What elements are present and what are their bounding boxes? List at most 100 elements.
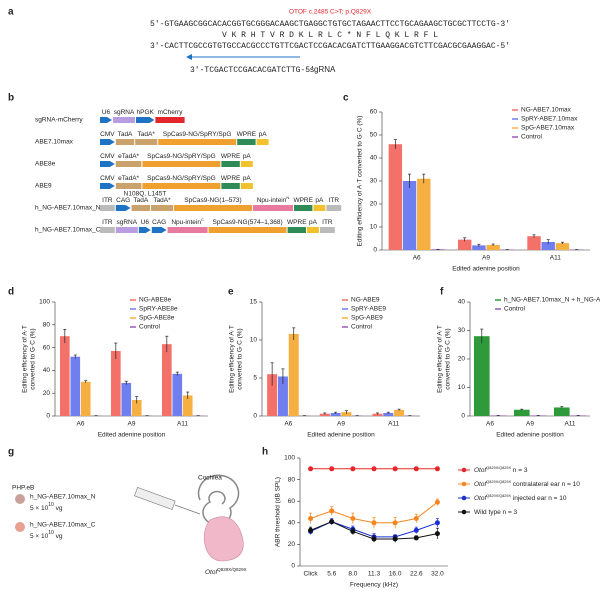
element	[253, 205, 293, 211]
y-tick-label: 0	[461, 413, 465, 420]
construct-name: ABE7.10max	[35, 139, 74, 146]
vector-name: h_NG-ABE7.10max_C	[30, 522, 96, 529]
legend-label: SpG-ABE9	[351, 315, 383, 322]
text-part: 10	[48, 530, 54, 536]
x-tick-label: A11	[550, 255, 561, 262]
text-part: Q829X/Q829X	[217, 567, 246, 572]
text-part: CMV	[100, 175, 115, 182]
text-part: WPRE	[221, 153, 241, 160]
mouse	[203, 516, 244, 562]
marker	[413, 515, 419, 521]
marker	[392, 536, 398, 542]
legend-label: SpG-ABE8e	[139, 315, 175, 322]
bottom-strand: 3′-CACTTCGCCGTGTGCCACGCCCTGTTCGACTCCGACA…	[150, 42, 510, 51]
amino-acids: V K R H T V R D K L R L C * N F L Q K L …	[222, 31, 438, 40]
y-tick-label: 40	[288, 520, 296, 527]
construct-name: h_NG-ABE7.10max_N	[35, 205, 101, 212]
y-tick-label: 40	[458, 299, 466, 306]
bar	[80, 381, 91, 416]
element-label: WPRE	[287, 219, 307, 226]
text-part: 10	[48, 502, 54, 508]
bar	[121, 382, 132, 416]
element-label: pA	[315, 197, 324, 204]
text-part: SpCas9-NG/SpRY/SpG	[147, 175, 216, 182]
y-axis-label: Editing efficiency of A·T converted to G…	[357, 116, 364, 247]
marker	[350, 515, 356, 521]
x-axis-label: Edited adenine position	[307, 432, 375, 439]
vector-icon	[15, 494, 25, 504]
text-part: Otof	[205, 569, 218, 576]
text-part: sgRNA	[114, 109, 135, 116]
element-label: CMV	[100, 153, 115, 160]
element-label: TadA	[133, 197, 148, 204]
element-label: pA	[309, 219, 318, 226]
promoter	[100, 117, 112, 123]
y-tick-label: 80	[288, 476, 296, 483]
vector-dose: 5 × 1010 vg	[30, 502, 63, 511]
text-part: Otof	[474, 481, 487, 488]
element	[313, 205, 326, 211]
legend-label: NG-ABE7.10max	[521, 107, 572, 114]
element-label: Npu-inteinN	[257, 195, 290, 204]
bar	[288, 333, 299, 416]
element-label: U6	[102, 109, 111, 116]
y-tick-label: 10	[370, 224, 378, 231]
element	[100, 227, 115, 233]
y-tick-label: 30	[370, 178, 378, 185]
text-part: 5 × 10	[30, 505, 49, 512]
panel-letter: b	[8, 93, 14, 104]
mutation-label: OTOF c.2485 C>T; p.Q829X	[289, 9, 372, 16]
text-part: WPRE	[293, 197, 313, 204]
y-tick-label: 60	[43, 344, 51, 351]
marker	[371, 520, 377, 526]
bar	[394, 409, 405, 416]
bar	[383, 412, 394, 416]
element-label: eTadA*	[118, 175, 139, 182]
text-part: WPRE	[221, 175, 241, 182]
element-label: eTadA*	[118, 153, 139, 160]
promoter	[138, 227, 151, 233]
element	[158, 139, 237, 145]
element-label: hPGK	[137, 109, 155, 116]
y-tick-label: 40	[43, 367, 51, 374]
element-label: WPRE	[221, 175, 241, 182]
element	[237, 139, 256, 145]
text-part: Q829X/Q829X	[486, 480, 511, 484]
element-label: SpCas9-NG/SpRY/SpG	[147, 175, 216, 182]
text-part: CAG	[152, 219, 166, 226]
sgrna-sequence: 3′-TCGACTCCGACACGATCTTG-5′	[190, 66, 315, 75]
element-label: CMV	[100, 175, 115, 182]
text-part: 5 × 10	[30, 533, 49, 540]
y-tick-label: 50	[370, 132, 378, 139]
element-label: ITR	[102, 219, 113, 226]
element	[155, 117, 185, 123]
element	[100, 205, 115, 211]
element-label: SpCas9-NG(574–1,368)	[213, 219, 283, 226]
text-part: eTadA*	[118, 153, 139, 160]
bar	[70, 356, 81, 416]
text-part: SpCas9-NG(574–1,368)	[213, 219, 283, 226]
panel-letter: e	[228, 287, 234, 298]
y-tick-label: 60	[288, 498, 296, 505]
construct-name: sgRNA-mCherry	[35, 117, 83, 124]
element-label: WPRE	[237, 131, 257, 138]
marker	[329, 519, 335, 525]
y-tick-label: 10	[458, 384, 466, 391]
y-axis-label: ABR threshold (dB SPL)	[275, 477, 282, 547]
element-label: WPRE	[221, 153, 241, 160]
bar	[541, 241, 555, 250]
bar	[172, 373, 183, 416]
text-part: Q829X/Q829X	[486, 466, 511, 470]
y-tick-label: 80	[43, 322, 51, 329]
element	[256, 139, 269, 145]
y-tick-label: 30	[458, 327, 466, 334]
mutation-note: N108Q, L145T	[124, 191, 167, 198]
element-label: WPRE	[293, 197, 313, 204]
text-part: CMV	[100, 131, 115, 138]
text-part: WPRE	[287, 219, 307, 226]
legend-label: Wild type n = 3	[474, 509, 518, 516]
element	[287, 227, 306, 233]
text-part: TadA*	[138, 131, 156, 138]
y-tick-label: 0	[291, 563, 295, 570]
